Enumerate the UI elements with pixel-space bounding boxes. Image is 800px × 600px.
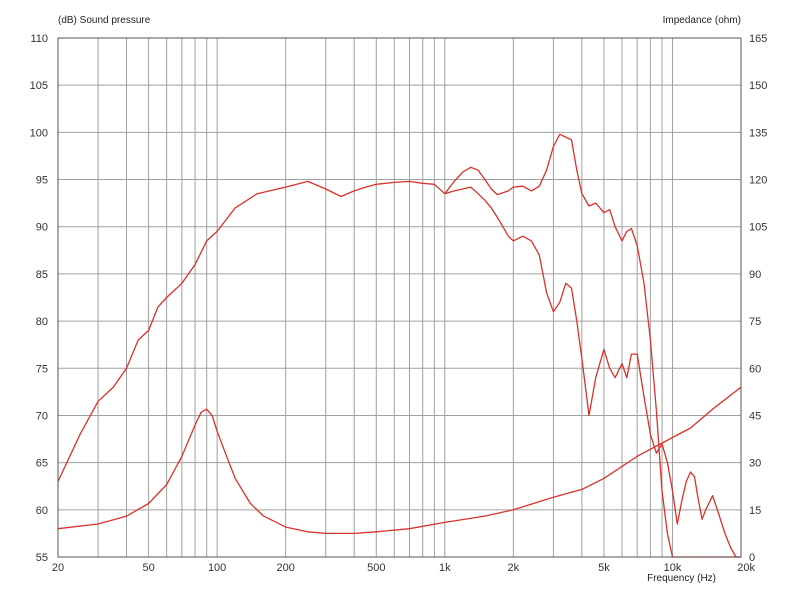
minor-grid [57,38,742,557]
spl-curve-off-axis [444,186,741,558]
y-tick-label-right: 75 [749,316,761,328]
y-tick-label-left: 70 [36,410,48,422]
y-tick-label-right: 60 [749,363,761,375]
y-tick-label-left: 65 [36,458,48,470]
y-tick-label-right: 15 [749,505,761,517]
y-tick-label-left: 55 [36,552,48,564]
x-tick-label: 10k [664,562,682,574]
x-tick-label: 200 [276,562,294,574]
y-tick-label-right: 105 [749,222,767,234]
y-tick-label-right: 165 [749,33,767,45]
y-tick-label-left: 110 [30,33,48,45]
x-tick-label: 50 [142,562,154,574]
x-tick-label: 5k [598,562,610,574]
y-tick-label-right: 0 [749,552,755,564]
x-tick-label: 20k [737,562,755,574]
plot-frame [57,37,742,558]
y-tick-label-right: 45 [749,410,761,422]
x-tick-label: 500 [367,562,385,574]
y-axis-right-title: Impedance (ohm) [663,15,741,26]
y-tick-label-left: 80 [36,316,48,328]
curves [57,133,742,558]
x-axis-title: Frequency (Hz) [647,573,716,584]
y-tick-label-left: 105 [30,80,48,92]
y-tick-label-right: 30 [749,458,761,470]
tick-labels: 55 60 65 70 75 80 85 90 95 100 105 110 0 15 30 45 60 75 90… [30,33,768,574]
spl-curve-on-axis [57,133,741,558]
y-tick-label-right: 90 [749,269,761,281]
impedance-curve [57,386,742,535]
y-tick-label-left: 100 [30,127,48,139]
y-tick-label-left: 60 [36,505,48,517]
x-tick-label: 2k [508,562,520,574]
y-tick-label-right: 120 [749,175,767,187]
y-tick-label-right: 135 [749,127,767,139]
y-tick-label-left: 95 [36,175,48,187]
x-tick-label: 100 [208,562,226,574]
y-tick-label-left: 85 [36,269,48,281]
y-tick-label-left: 90 [36,222,48,234]
y-tick-label-right: 150 [749,80,767,92]
x-tick-label: 20 [52,562,64,574]
y-axis-left-title: (dB) Sound pressure [58,15,151,26]
major-grid [58,37,741,558]
y-tick-label-left: 75 [36,363,48,375]
x-tick-label: 1k [439,562,451,574]
